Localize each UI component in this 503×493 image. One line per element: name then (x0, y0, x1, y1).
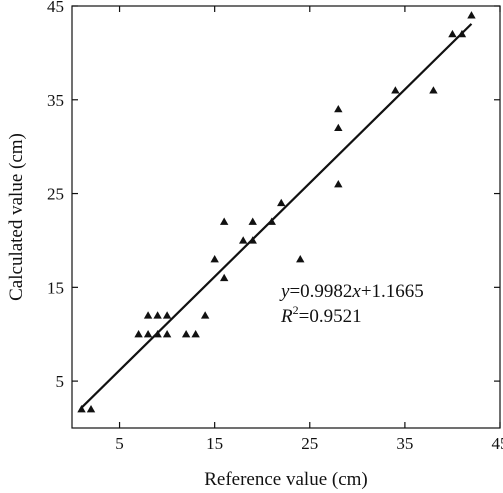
data-point-triangle (162, 330, 172, 338)
regression-line (80, 23, 473, 409)
axis-ticks (72, 5, 501, 428)
data-point-triangle (191, 330, 200, 338)
data-point-triangle (267, 217, 276, 225)
x-tick-label: 45 (492, 434, 503, 453)
data-point-triangle (248, 236, 257, 244)
y-tick-label: 25 (47, 185, 64, 204)
data-point-triangle (219, 217, 229, 225)
data-point-triangle (143, 311, 153, 319)
y-tick-label: 35 (47, 91, 64, 110)
data-point-triangle (143, 330, 153, 338)
y-axis-label: Calculated value (cm) (6, 133, 27, 301)
x-tick-label: 35 (396, 434, 413, 453)
x-tick-labels: 5 15 25 35 45 (115, 434, 503, 453)
data-point-triangle (467, 11, 476, 19)
data-point-triangle (219, 273, 229, 282)
data-point-triangle (86, 405, 96, 413)
data-point-triangle (248, 217, 257, 225)
y-tick-label: 5 (56, 372, 65, 391)
data-point-triangle (239, 236, 248, 244)
data-point-triangle (457, 29, 467, 38)
r-squared-label: R2=0.9521 (280, 303, 362, 327)
data-point-triangle (391, 86, 400, 94)
data-points (77, 11, 476, 413)
data-point-triangle (277, 198, 286, 207)
data-point-triangle (448, 29, 457, 38)
plot-frame (71, 5, 501, 429)
data-point-triangle (210, 255, 219, 263)
x-tick-label: 5 (115, 434, 124, 453)
data-point-triangle (153, 311, 162, 319)
y-tick-label: 15 (47, 278, 64, 297)
x-tick-label: 25 (301, 434, 318, 453)
x-axis-label: Reference value (cm) (204, 469, 368, 490)
data-point-triangle (334, 104, 343, 113)
data-point-triangle (429, 86, 438, 94)
data-point-triangle (334, 123, 343, 132)
regression-equation: y=0.9982x+1.1665 (279, 281, 424, 302)
data-point-triangle (77, 405, 86, 413)
y-tick-label: 45 (47, 0, 64, 16)
x-tick-label: 15 (206, 434, 223, 453)
data-point-triangle (334, 179, 343, 188)
y-tick-labels: 5 15 25 35 45 (47, 0, 64, 391)
data-point-triangle (296, 255, 305, 263)
data-point-triangle (162, 311, 172, 319)
data-point-triangle (200, 311, 210, 319)
data-point-triangle (134, 330, 143, 338)
data-point-triangle (181, 330, 191, 338)
data-point-triangle (153, 330, 162, 338)
